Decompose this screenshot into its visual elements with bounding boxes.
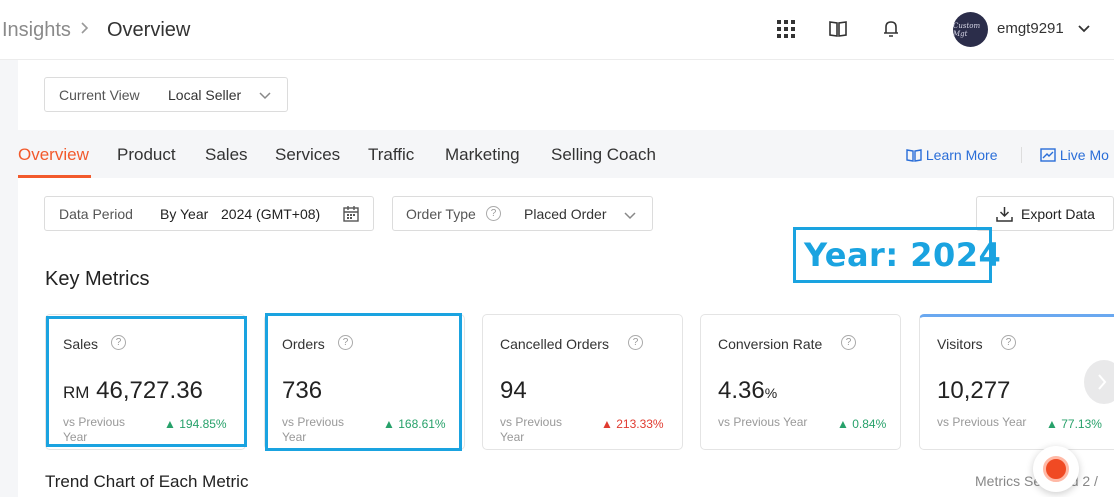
help-icon[interactable]: ? bbox=[1001, 335, 1016, 350]
currency-unit: RM bbox=[63, 383, 90, 402]
metric-title: Sales bbox=[63, 336, 99, 352]
breadcrumb-overview: Overview bbox=[107, 19, 191, 41]
metric-value: 4.36% bbox=[718, 377, 777, 405]
trend-chart-title: Trend Chart of Each Metric bbox=[45, 472, 249, 491]
metric-value-number: 46,727.36 bbox=[96, 377, 203, 404]
order-type-label: Order Type bbox=[406, 206, 476, 222]
order-type-value: Placed Order bbox=[524, 206, 607, 222]
tab-selling-coach[interactable]: Selling Coach bbox=[551, 145, 656, 164]
live-label: Live Mo bbox=[1059, 147, 1109, 163]
tab-services[interactable]: Services bbox=[275, 145, 341, 164]
metric-change-value: 168.61% bbox=[398, 417, 446, 431]
chat-assistant-button[interactable] bbox=[1033, 446, 1079, 492]
period-type: By Year bbox=[160, 206, 209, 222]
user-name[interactable]: emgt9291 bbox=[997, 20, 1064, 37]
metric-change-value: 0.84% bbox=[852, 417, 887, 431]
live-link[interactable]: Live Mo bbox=[1040, 147, 1109, 163]
learn-more-label: Learn More bbox=[925, 147, 998, 163]
metric-card-orders[interactable]: Orders ? 736 vs Previous Year ▲ 168.61% bbox=[264, 314, 465, 450]
metric-change: ▲ 213.33% bbox=[601, 417, 664, 431]
carousel-next-button[interactable] bbox=[1084, 360, 1114, 404]
metric-card-conversion-rate[interactable]: Conversion Rate ? 4.36% vs Previous Year… bbox=[700, 314, 901, 450]
metric-change: ▲ 194.85% bbox=[164, 417, 227, 431]
metric-title: Conversion Rate bbox=[718, 336, 823, 352]
key-metrics-title: Key Metrics bbox=[45, 268, 150, 290]
data-period-label: Data Period bbox=[59, 206, 133, 222]
book-icon[interactable] bbox=[828, 19, 848, 39]
metric-title: Visitors bbox=[937, 336, 983, 352]
metric-card-visitors[interactable]: Visitors ? 10,277 vs Previous Year ▲ 77.… bbox=[919, 314, 1114, 450]
calendar-icon bbox=[343, 205, 359, 227]
metric-title: Cancelled Orders bbox=[500, 336, 609, 352]
order-type-select[interactable]: Order Type ? Placed Order bbox=[392, 196, 653, 231]
tab-product[interactable]: Product bbox=[117, 145, 176, 164]
tab-bar: Overview Product Sales Services Traffic … bbox=[0, 130, 1114, 178]
metric-value: 736 bbox=[282, 377, 323, 404]
vs-previous-label: vs Previous Year bbox=[282, 415, 345, 444]
avatar[interactable]: Custom Mgt bbox=[953, 12, 988, 47]
learn-more-link[interactable]: Learn More bbox=[906, 147, 997, 163]
metric-value: RM 46,727.36 bbox=[63, 377, 203, 405]
tab-sales[interactable]: Sales bbox=[205, 145, 248, 164]
chevron-down-icon bbox=[258, 88, 272, 106]
chevron-down-icon bbox=[623, 208, 637, 226]
chart-icon bbox=[1040, 148, 1056, 162]
apps-grid-icon[interactable] bbox=[776, 19, 796, 39]
metric-change-value: 77.13% bbox=[1061, 417, 1102, 431]
help-icon[interactable]: ? bbox=[841, 335, 856, 350]
metric-value: 94 bbox=[500, 377, 527, 404]
period-value: 2024 (GMT+08) bbox=[221, 206, 321, 222]
download-icon bbox=[996, 206, 1013, 227]
breadcrumb-insights[interactable]: Insights bbox=[2, 19, 71, 41]
metric-value: 10,277 bbox=[937, 377, 1011, 404]
help-icon[interactable]: ? bbox=[486, 206, 501, 221]
metric-card-sales[interactable]: Sales ? RM 46,727.36 vs Previous Year ▲ … bbox=[45, 314, 246, 450]
metric-title: Orders bbox=[282, 336, 325, 352]
tab-marketing[interactable]: Marketing bbox=[445, 145, 520, 164]
export-data-button[interactable]: Export Data bbox=[976, 196, 1114, 231]
export-data-label: Export Data bbox=[1021, 206, 1095, 222]
help-icon[interactable]: ? bbox=[628, 335, 643, 350]
vs-previous-label: vs Previous Year bbox=[718, 415, 808, 429]
year-annotation-text: Year: 2024 bbox=[804, 236, 1002, 274]
metric-change: ▲ 0.84% bbox=[837, 417, 887, 431]
help-icon[interactable]: ? bbox=[338, 335, 353, 350]
bell-icon[interactable] bbox=[881, 19, 901, 39]
divider bbox=[1021, 147, 1022, 163]
data-period-select[interactable]: Data Period By Year 2024 (GMT+08) bbox=[44, 196, 374, 231]
chevron-right-icon bbox=[81, 22, 89, 34]
vs-previous-label: vs Previous Year bbox=[937, 415, 1027, 429]
current-view-value: Local Seller bbox=[168, 87, 242, 103]
chevron-right-icon bbox=[1097, 373, 1107, 396]
tab-traffic[interactable]: Traffic bbox=[368, 145, 415, 164]
book-icon bbox=[906, 149, 922, 162]
active-tab-indicator bbox=[18, 175, 91, 178]
orders-highlight-box bbox=[265, 313, 462, 451]
metric-value-number: 4.36 bbox=[718, 377, 765, 404]
metric-change-value: 213.33% bbox=[616, 417, 664, 431]
breadcrumb-separator bbox=[80, 19, 90, 40]
top-bar: Insights Overview Custom Mgt emgt9291 bbox=[0, 0, 1114, 60]
current-view-select[interactable]: Current View Local Seller bbox=[44, 77, 288, 112]
help-icon[interactable]: ? bbox=[111, 335, 126, 350]
vs-previous-label: vs Previous Year bbox=[63, 415, 126, 444]
year-annotation: Year: 2024 bbox=[793, 227, 1001, 283]
chevron-down-icon[interactable] bbox=[1077, 21, 1091, 39]
metric-card-cancelled-orders[interactable]: Cancelled Orders ? 94 vs Previous Year ▲… bbox=[482, 314, 683, 450]
metric-change: ▲ 77.13% bbox=[1046, 417, 1102, 431]
metric-change: ▲ 168.61% bbox=[383, 417, 446, 431]
chat-bubble-icon bbox=[1043, 456, 1069, 482]
vs-previous-label: vs Previous Year bbox=[500, 415, 563, 444]
percent-suffix: % bbox=[764, 385, 778, 401]
current-view-label: Current View bbox=[59, 87, 140, 103]
tab-overview[interactable]: Overview bbox=[18, 145, 89, 164]
sales-highlight-box bbox=[46, 316, 247, 447]
metric-change-value: 194.85% bbox=[179, 417, 227, 431]
